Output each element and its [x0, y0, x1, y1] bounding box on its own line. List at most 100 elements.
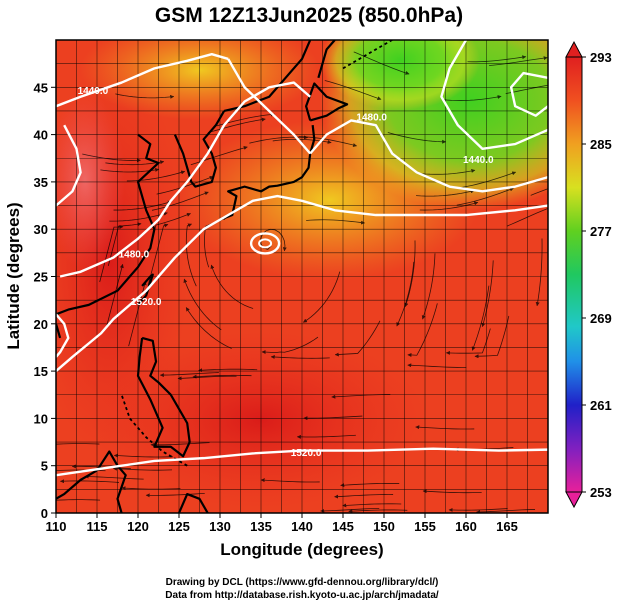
height-contour: [56, 447, 548, 477]
colorbar-tick-label: 277: [590, 224, 612, 239]
coastline: [137, 273, 154, 306]
coastline: [317, 40, 336, 79]
height-contours: 1440.0 1480.0 1440.0 1480.0 1520.0 1520.0: [56, 40, 548, 477]
streamline: [415, 425, 475, 430]
colorbar-tick-label: 253: [590, 485, 612, 500]
streamline: [261, 336, 319, 355]
x-tick-label: 115: [87, 519, 108, 534]
streamline: [84, 474, 144, 480]
y-tick-label: 0: [41, 506, 48, 521]
warm-region-south: [90, 330, 430, 510]
coastline: [177, 492, 209, 513]
cool-region-north: [320, 40, 480, 110]
y-axis-ticks: 0 5 10 15 20 25 30 35 40 45: [34, 80, 56, 521]
streamline: [177, 375, 237, 381]
streamline: [185, 307, 232, 349]
streamline: [249, 135, 309, 144]
x-tick-label: 150: [373, 519, 395, 534]
credit-dcl: Drawing by DCL (https://www.gfd-dennou.o…: [166, 577, 439, 588]
height-contour: [509, 71, 548, 117]
contour-label: 1480.0: [119, 250, 150, 261]
y-tick-label: 40: [34, 128, 48, 143]
y-axis-label: Latitude (degrees): [4, 202, 23, 349]
streamline: [270, 355, 330, 360]
streamline: [105, 263, 124, 330]
streamline: [535, 238, 543, 307]
streamline: [306, 219, 366, 225]
streamline: [530, 188, 548, 196]
map-gridlines: [56, 40, 548, 513]
streamline: [407, 363, 467, 368]
streamline: [334, 320, 381, 357]
streamline: [190, 146, 248, 166]
streamline: [82, 153, 141, 163]
streamline: [128, 280, 147, 347]
streamline: [421, 253, 436, 320]
streamline: [407, 303, 438, 357]
y-tick-label: 30: [34, 222, 48, 237]
coastline: [305, 82, 349, 122]
streamline: [387, 132, 447, 144]
streamline: [419, 201, 479, 211]
height-contour-closed: [249, 232, 281, 255]
streamline: [260, 478, 320, 483]
streamline: [145, 493, 205, 498]
x-tick-label: 140: [291, 519, 313, 534]
streamline: [156, 175, 214, 195]
height-contour: [56, 124, 82, 207]
height-contour: [59, 81, 311, 278]
y-tick-label: 5: [41, 459, 48, 474]
x-tick-label: 135: [250, 519, 272, 534]
streamline: [456, 187, 514, 206]
streamline: [422, 489, 482, 494]
height-contour: [309, 119, 548, 193]
height-contour: [56, 313, 70, 358]
streamline: [296, 434, 356, 439]
plot-area: 1440.0 1480.0 1440.0 1480.0 1520.0 1520.0: [56, 40, 548, 513]
colorbar-top-arrow: [565, 40, 583, 58]
streamline: [99, 224, 124, 283]
streamline: [445, 328, 491, 355]
y-tick-label: 35: [34, 175, 48, 190]
streamline: [298, 136, 358, 147]
warm-region-northwest: [56, 90, 125, 270]
mild-region-north: [80, 40, 320, 120]
streamline: [113, 200, 172, 211]
streamline: [113, 466, 173, 471]
height-contour: [440, 40, 548, 150]
streamline: [302, 271, 341, 323]
contour-label: 1520.0: [131, 297, 162, 308]
streamline: [458, 171, 517, 189]
colorbar-ticks: 293 285 277 269 261 253: [582, 50, 612, 500]
contour-label: 1520.0: [291, 448, 322, 459]
streamline: [113, 453, 173, 458]
streamline: [442, 95, 502, 101]
colorbar-tick-label: 285: [590, 137, 612, 152]
streamline: [198, 368, 258, 373]
streamline: [105, 160, 165, 166]
colorbar-gradient: [565, 56, 583, 493]
streamline: [56, 443, 100, 445]
coastline: [173, 110, 226, 188]
streamline: [481, 260, 494, 328]
y-tick-label: 25: [34, 270, 48, 285]
colorbar-tick-label: 261: [590, 398, 612, 413]
x-axis-ticks: 110 115 120 125 130 135 140 145 150 155 160 165: [46, 513, 518, 534]
streamline: [207, 117, 266, 134]
height-contour: [56, 52, 229, 108]
boundary-line: [120, 394, 188, 467]
y-tick-label: 45: [34, 80, 48, 95]
streamline: [59, 479, 120, 484]
streamline: [396, 261, 415, 327]
coastline: [96, 450, 127, 513]
x-tick-label: 120: [127, 519, 149, 534]
streamline: [471, 285, 490, 351]
y-tick-label: 15: [34, 364, 48, 379]
x-tick-label: 160: [455, 519, 477, 534]
streamline: [467, 55, 527, 63]
coastline: [56, 469, 98, 500]
colorbar-tick-label: 293: [590, 50, 612, 65]
streamline: [489, 56, 548, 66]
streamline: [334, 494, 394, 499]
streamline: [71, 464, 131, 469]
